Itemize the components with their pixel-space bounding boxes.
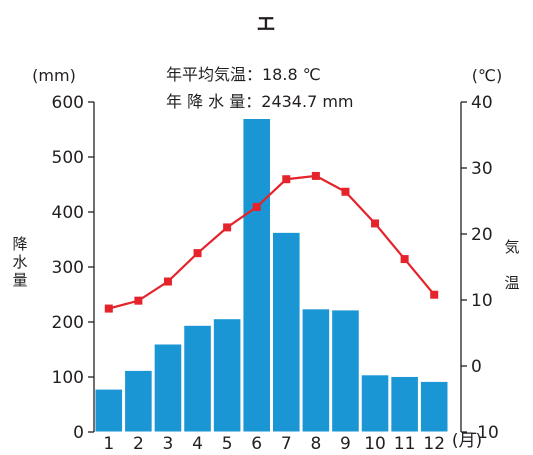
month-label-10: 10 bbox=[364, 434, 386, 454]
month-label-11: 11 bbox=[394, 434, 416, 454]
temperature-line bbox=[108, 174, 436, 310]
temperature-marker-3 bbox=[163, 277, 172, 286]
chart-title: エ bbox=[256, 13, 275, 35]
mean-temperature-note: 年平均気温：18.8 ℃ bbox=[166, 65, 321, 84]
temperature-marker-8 bbox=[311, 171, 320, 180]
month-label-7: 7 bbox=[281, 434, 292, 454]
right-tick-label-40: 40 bbox=[471, 93, 493, 113]
temperature-marker-6 bbox=[252, 202, 261, 211]
right-tick-label--10: -10 bbox=[471, 423, 499, 443]
month-label-12: 12 bbox=[423, 434, 445, 454]
month-label-1: 1 bbox=[103, 434, 114, 454]
left-axis-unit: (mm) bbox=[32, 66, 76, 85]
left-tick-label-0: 0 bbox=[73, 423, 84, 443]
month-label-4: 4 bbox=[192, 434, 203, 454]
annual-precipitation-note: 年 降 水 量：2434.7 mm bbox=[166, 92, 354, 111]
precip-bar-1 bbox=[94, 388, 124, 433]
left-tick-label-100: 100 bbox=[52, 368, 84, 388]
left-tick-label-500: 500 bbox=[52, 148, 84, 168]
left-tick-label-400: 400 bbox=[52, 203, 84, 223]
precip-bar-4 bbox=[183, 324, 212, 433]
temperature-marker-2 bbox=[134, 296, 143, 305]
precip-bar-2 bbox=[124, 369, 153, 433]
precip-bar-12 bbox=[419, 380, 449, 433]
left-tick-label-600: 600 bbox=[52, 93, 84, 113]
month-label-8: 8 bbox=[310, 434, 321, 454]
month-label-9: 9 bbox=[340, 434, 351, 454]
temperature-marker-11 bbox=[400, 255, 409, 264]
temperature-marker-9 bbox=[341, 187, 350, 196]
right-tick-label-20: 20 bbox=[471, 225, 493, 245]
right-tick-label-30: 30 bbox=[471, 159, 493, 179]
precip-bar-11 bbox=[390, 375, 419, 433]
precip-bar-10 bbox=[360, 374, 390, 433]
x-axis-unit: (月) bbox=[452, 431, 482, 451]
month-label-6: 6 bbox=[251, 434, 262, 454]
temperature-marker-12 bbox=[430, 290, 439, 299]
month-label-5: 5 bbox=[222, 434, 233, 454]
precip-bar-6 bbox=[242, 118, 272, 433]
month-label-2: 2 bbox=[133, 434, 144, 454]
precip-bar-5 bbox=[212, 318, 242, 433]
temperature-marker-1 bbox=[104, 304, 113, 313]
right-axis-unit: (℃) bbox=[472, 66, 502, 85]
temperature-marker-5 bbox=[223, 223, 232, 232]
temperature-marker-7 bbox=[282, 175, 291, 184]
precip-bar-8 bbox=[301, 308, 331, 433]
right-tick-label-0: 0 bbox=[471, 357, 482, 377]
month-label-3: 3 bbox=[163, 434, 174, 454]
precip-bar-3 bbox=[153, 343, 183, 433]
precip-bar-7 bbox=[272, 231, 301, 433]
left-axis-title: 降水量 bbox=[12, 235, 27, 289]
right-axis-title: 気温 bbox=[504, 238, 519, 292]
precip-bar-9 bbox=[331, 309, 360, 433]
temperature-marker-10 bbox=[371, 219, 380, 228]
left-tick-label-300: 300 bbox=[52, 258, 84, 278]
temperature-marker-4 bbox=[193, 249, 202, 258]
right-tick-label-10: 10 bbox=[471, 291, 493, 311]
left-tick-label-200: 200 bbox=[52, 313, 84, 333]
